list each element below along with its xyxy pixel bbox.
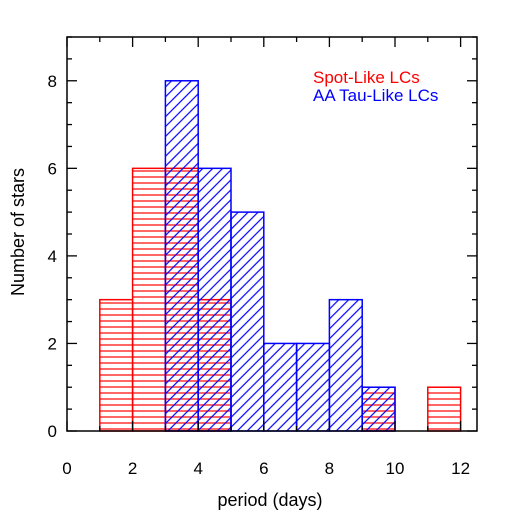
legend-spot-like: Spot-Like LCs — [313, 68, 420, 87]
y-tick-label: 6 — [48, 159, 57, 178]
x-axis-label: period (days) — [217, 490, 322, 510]
aa-tau-like-bar — [263, 342, 298, 432]
x-tick-label: 6 — [259, 459, 268, 478]
spot-like-bar — [427, 386, 462, 432]
x-tick-labels: 0 2 4 6 8 10 12 — [62, 459, 470, 478]
aa-tau-like-bar — [328, 298, 363, 432]
y-axis-label: Number of stars — [8, 168, 28, 296]
aa-tau-like-bar — [361, 386, 396, 432]
y-tick-label: 0 — [48, 422, 57, 441]
x-tick-label: 12 — [451, 459, 470, 478]
x-tick-label: 8 — [325, 459, 334, 478]
aa-tau-like-bar — [295, 342, 331, 432]
aa-tau-like-bar — [164, 80, 199, 432]
y-tick-label: 2 — [48, 334, 57, 353]
legend-aa-tau-like: AA Tau-Like LCs — [313, 86, 438, 105]
x-tick-label: 2 — [128, 459, 137, 478]
spot-like-bar — [131, 167, 167, 432]
aa-tau-like-bars — [164, 80, 396, 432]
plot-axes — [66, 36, 478, 432]
y-tick-label: 4 — [48, 247, 57, 266]
y-tick-labels: 0 2 4 6 8 — [48, 72, 57, 441]
x-tick-label: 0 — [62, 459, 71, 478]
spot-like-bar — [99, 298, 134, 432]
x-tick-label: 4 — [193, 459, 202, 478]
y-tick-label: 8 — [48, 72, 57, 91]
x-tick-label: 10 — [386, 459, 405, 478]
aa-tau-like-bar — [197, 167, 232, 432]
aa-tau-like-bar — [230, 211, 265, 432]
